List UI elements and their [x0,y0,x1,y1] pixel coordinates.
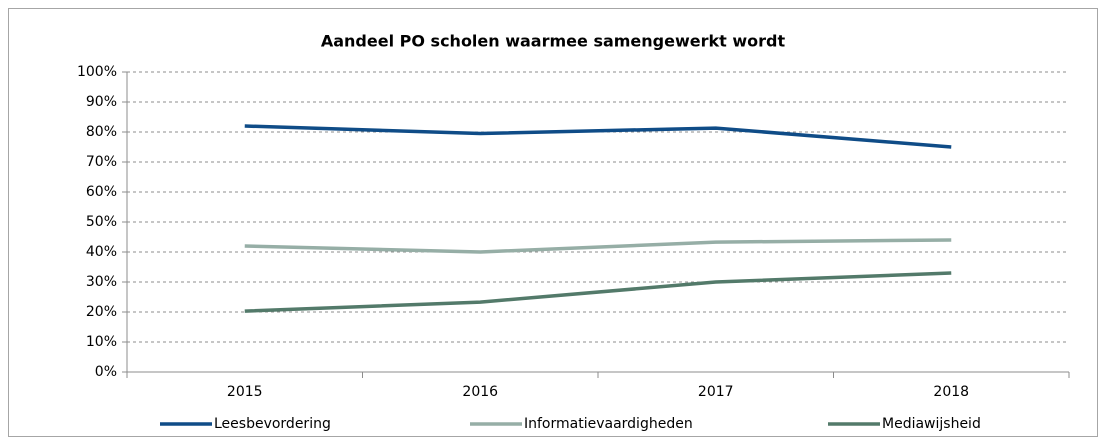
x-tick-label: 2015 [227,384,263,400]
y-tick-label: 30% [86,274,117,290]
series-line [244,271,952,313]
x-tick-label: 2017 [698,384,734,400]
x-tick-label: 2018 [933,384,969,400]
legend-label: Informatievaardigheden [524,416,693,432]
legend-label: Leesbevordering [214,416,331,432]
legend-label: Mediawijsheid [882,416,981,432]
y-tick-label: 40% [86,244,117,260]
y-tick-label: 50% [86,214,117,230]
y-tick-label: 60% [86,184,117,200]
y-tick-label: 100% [77,64,117,80]
y-tick-label: 10% [86,334,117,350]
series-line [244,124,952,149]
y-tick-label: 0% [95,364,117,380]
y-tick-label: 80% [86,124,117,140]
y-tick-label: 20% [86,304,117,320]
y-tick-label: 70% [86,154,117,170]
chart-title: Aandeel PO scholen waarmee samengewerkt … [321,32,786,51]
x-tick-label: 2016 [462,384,498,400]
y-tick-label: 90% [86,94,117,110]
series-line [244,238,952,254]
